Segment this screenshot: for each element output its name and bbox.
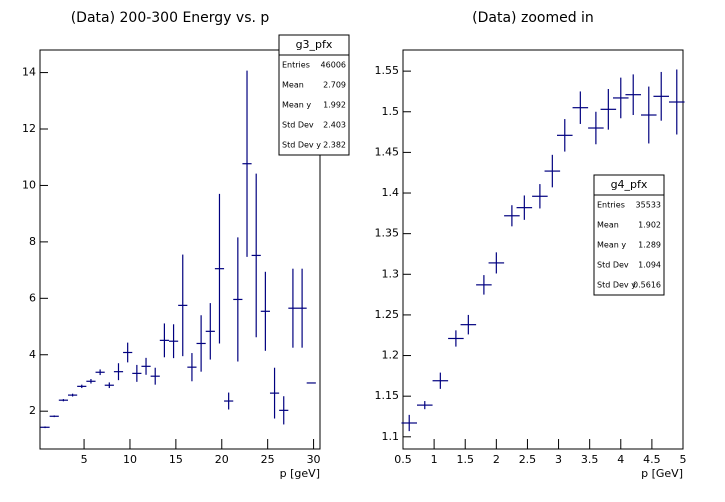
x-tick-label: 5 [680, 453, 687, 466]
x-tick-label: 0.5 [394, 453, 412, 466]
x-tick-label: 1.5 [456, 453, 474, 466]
y-tick-label: 14 [22, 66, 36, 79]
chart-title: (Data) 200-300 Energy vs. p [71, 10, 270, 26]
y-tick-label: 1.3 [382, 267, 400, 280]
stats-key: Mean [282, 81, 304, 90]
y-tick-label: 1.35 [375, 227, 400, 240]
y-tick-label: 10 [22, 178, 36, 191]
stats-key: Entries [282, 61, 310, 70]
x-tick-label: 20 [215, 453, 229, 466]
stats-value: 2.382 [323, 141, 346, 150]
stats-title: g3_pfx [296, 38, 333, 51]
stats-box [593, 174, 665, 296]
y-tick-label: 1.55 [375, 64, 400, 77]
stats-key: Mean [597, 221, 619, 230]
stats-key: Std Dev y [597, 281, 636, 290]
x-tick-label: 5 [81, 453, 88, 466]
stats-box [278, 34, 350, 156]
x-tick-label: 30 [307, 453, 321, 466]
y-tick-label: 1.15 [375, 389, 400, 402]
stats-value: 2.709 [323, 81, 346, 90]
y-tick-label: 1.25 [375, 308, 400, 321]
x-tick-label: 15 [169, 453, 183, 466]
x-tick-label: 3 [555, 453, 562, 466]
stats-value: 2.403 [323, 121, 346, 130]
x-axis-label: p [GeV] [641, 467, 683, 480]
stats-key: Std Dev y [282, 141, 321, 150]
x-tick-label: 3.5 [581, 453, 599, 466]
stats-value: 1.094 [638, 261, 661, 270]
x-tick-label: 4.5 [643, 453, 661, 466]
x-axis-label: p [geV] [280, 467, 320, 480]
stats-key: Entries [597, 201, 625, 210]
x-tick-label: 2 [493, 453, 500, 466]
y-tick-label: 8 [29, 235, 36, 248]
x-tick-label: 25 [261, 453, 275, 466]
stats-title: g4_pfx [611, 178, 648, 191]
x-tick-label: 1 [431, 453, 438, 466]
plot-frame [402, 49, 684, 450]
stats-value: 35533 [636, 201, 661, 210]
stats-key: Mean y [597, 241, 626, 250]
y-tick-label: 1.5 [382, 105, 400, 118]
stats-value: 1.289 [638, 241, 661, 250]
y-tick-label: 6 [29, 291, 36, 304]
y-tick-label: 12 [22, 122, 36, 135]
stats-value: 1.992 [323, 101, 346, 110]
y-tick-label: 2 [29, 404, 36, 417]
chart-title: (Data) zoomed in [472, 10, 594, 26]
x-tick-label: 10 [123, 453, 137, 466]
stats-value: 0.5616 [633, 281, 661, 290]
y-tick-label: 4 [29, 348, 36, 361]
stats-key: Mean y [282, 101, 311, 110]
stats-value: 1.902 [638, 221, 661, 230]
plot-frame [39, 49, 321, 450]
x-tick-label: 2.5 [519, 453, 537, 466]
stats-key: Std Dev [597, 261, 629, 270]
y-tick-label: 1.45 [375, 145, 400, 158]
stats-value: 46006 [321, 61, 346, 70]
y-tick-label: 1.1 [382, 430, 400, 443]
y-tick-label: 1.2 [382, 349, 400, 362]
y-tick-label: 1.4 [382, 186, 400, 199]
stats-key: Std Dev [282, 121, 314, 130]
x-tick-label: 4 [617, 453, 624, 466]
